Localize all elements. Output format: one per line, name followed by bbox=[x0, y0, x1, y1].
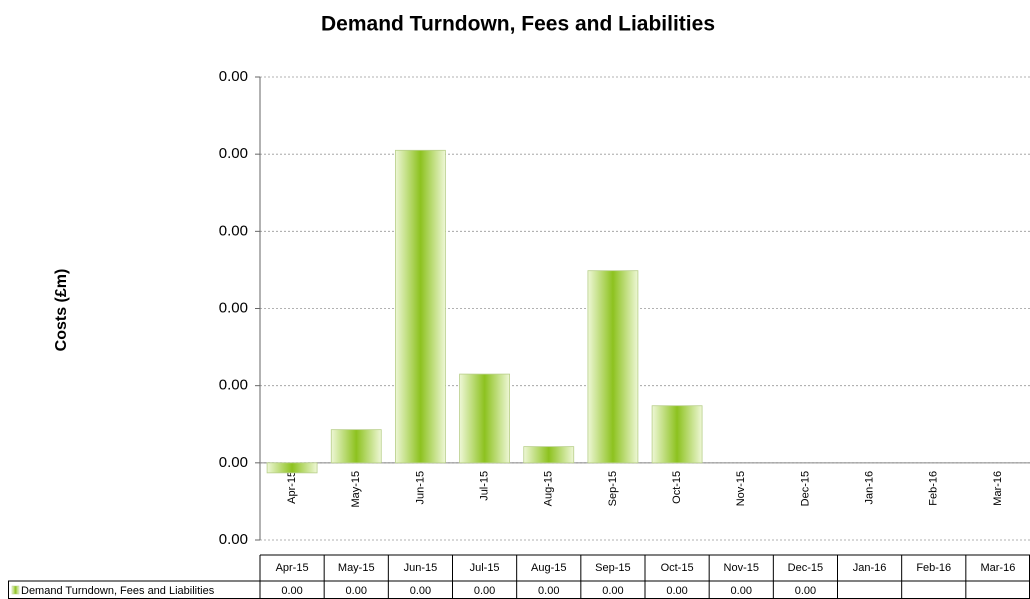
x-tick-label: May-15 bbox=[350, 471, 362, 508]
table-value: 0.00 bbox=[538, 585, 559, 597]
table-header: Mar-16 bbox=[980, 562, 1015, 574]
bar bbox=[459, 373, 510, 464]
bar bbox=[587, 270, 639, 464]
table-header: Aug-15 bbox=[531, 562, 566, 574]
table-value: 0.00 bbox=[795, 585, 816, 597]
x-tick-label: Apr-15 bbox=[286, 471, 298, 504]
y-tick-label: 0.00 bbox=[219, 222, 248, 239]
bar bbox=[651, 405, 703, 464]
bar bbox=[395, 149, 446, 464]
chart-title: Demand Turndown, Fees and Liabilities bbox=[321, 13, 715, 36]
x-tick-label: Mar-16 bbox=[992, 471, 1004, 506]
x-tick-label: Jun-15 bbox=[414, 471, 426, 505]
y-tick-label: 0.00 bbox=[219, 145, 248, 162]
x-tick-label: Feb-16 bbox=[928, 471, 940, 506]
table-header: Dec-15 bbox=[788, 562, 823, 574]
table-header: May-15 bbox=[338, 562, 375, 574]
y-tick-label: 0.00 bbox=[219, 68, 248, 85]
x-tick-label: Nov-15 bbox=[735, 471, 747, 506]
table-header: Jul-15 bbox=[470, 562, 500, 574]
x-tick-label: Oct-15 bbox=[671, 471, 683, 504]
bar bbox=[266, 462, 318, 474]
y-tick-label: 0.00 bbox=[219, 454, 248, 471]
table-header: Jan-16 bbox=[853, 562, 887, 574]
x-tick-label: Sep-15 bbox=[607, 471, 619, 506]
bar bbox=[330, 429, 382, 464]
table-header: Apr-15 bbox=[276, 562, 309, 574]
y-tick-label: 0.00 bbox=[219, 377, 248, 394]
x-tick-label: Dec-15 bbox=[799, 471, 811, 506]
table-value: 0.00 bbox=[410, 585, 431, 597]
x-tick-label: Aug-15 bbox=[543, 471, 555, 506]
table-value: 0.00 bbox=[474, 585, 495, 597]
table-value: 0.00 bbox=[666, 585, 687, 597]
table-header: Feb-16 bbox=[916, 562, 951, 574]
y-tick-label: 0.00 bbox=[219, 531, 248, 548]
y-axis-title: Costs (£m) bbox=[53, 269, 70, 352]
y-tick-label: 0.00 bbox=[219, 299, 248, 316]
legend-swatch bbox=[11, 585, 20, 595]
table-value: 0.00 bbox=[731, 585, 752, 597]
table-value: 0.00 bbox=[281, 585, 302, 597]
table-value: 0.00 bbox=[346, 585, 367, 597]
x-tick-label: Jan-16 bbox=[863, 471, 875, 505]
table-value: 0.00 bbox=[602, 585, 623, 597]
table-header: Oct-15 bbox=[661, 562, 694, 574]
legend-label: Demand Turndown, Fees and Liabilities bbox=[21, 585, 215, 597]
table-header: Jun-15 bbox=[404, 562, 438, 574]
x-tick-label: Jul-15 bbox=[478, 471, 490, 501]
bar bbox=[523, 446, 575, 464]
table-header: Nov-15 bbox=[724, 562, 759, 574]
table-header: Sep-15 bbox=[595, 562, 630, 574]
